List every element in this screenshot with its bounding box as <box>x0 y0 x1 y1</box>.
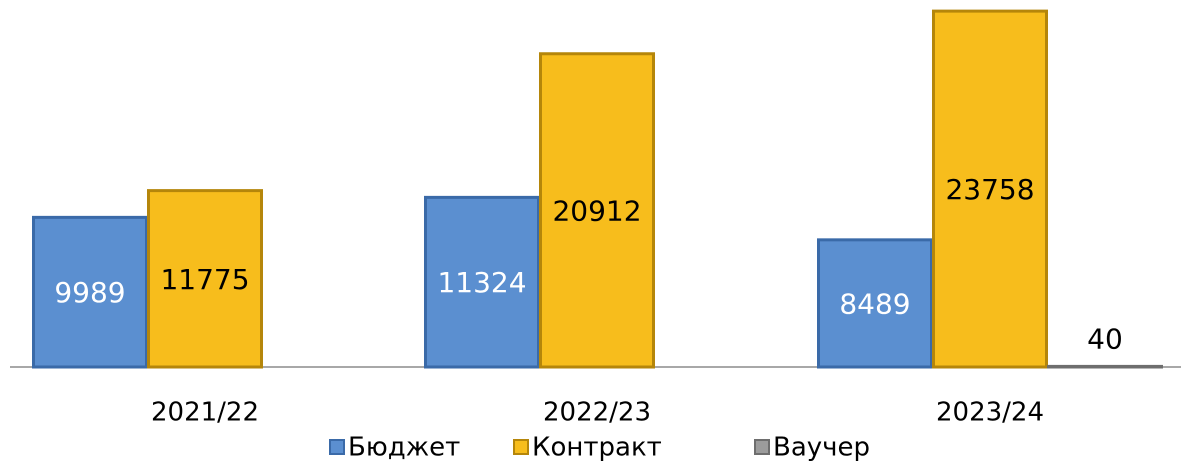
data-label: 23758 <box>945 173 1034 206</box>
bar <box>932 9 1048 369</box>
data-label: 9989 <box>54 276 125 309</box>
data-label: 11324 <box>437 266 526 299</box>
bar <box>424 195 540 369</box>
data-label: 40 <box>1087 322 1123 355</box>
bar <box>32 215 148 369</box>
x-tick-label: 2021/22 <box>151 398 259 428</box>
legend-swatch <box>329 439 345 455</box>
bar <box>539 52 655 369</box>
bar <box>1047 364 1163 369</box>
legend-swatch <box>754 439 770 455</box>
legend-label: Ваучер <box>773 433 870 463</box>
legend-swatch <box>513 439 529 455</box>
bar <box>817 238 933 369</box>
data-label: 11775 <box>160 263 249 296</box>
legend-label: Контракт <box>532 433 662 463</box>
x-tick-label: 2022/23 <box>543 398 651 428</box>
x-tick-label: 2023/24 <box>936 398 1044 428</box>
legend-label: Бюджет <box>348 433 460 463</box>
data-label: 8489 <box>839 287 910 320</box>
bar <box>147 189 263 369</box>
data-label: 20912 <box>552 194 641 227</box>
